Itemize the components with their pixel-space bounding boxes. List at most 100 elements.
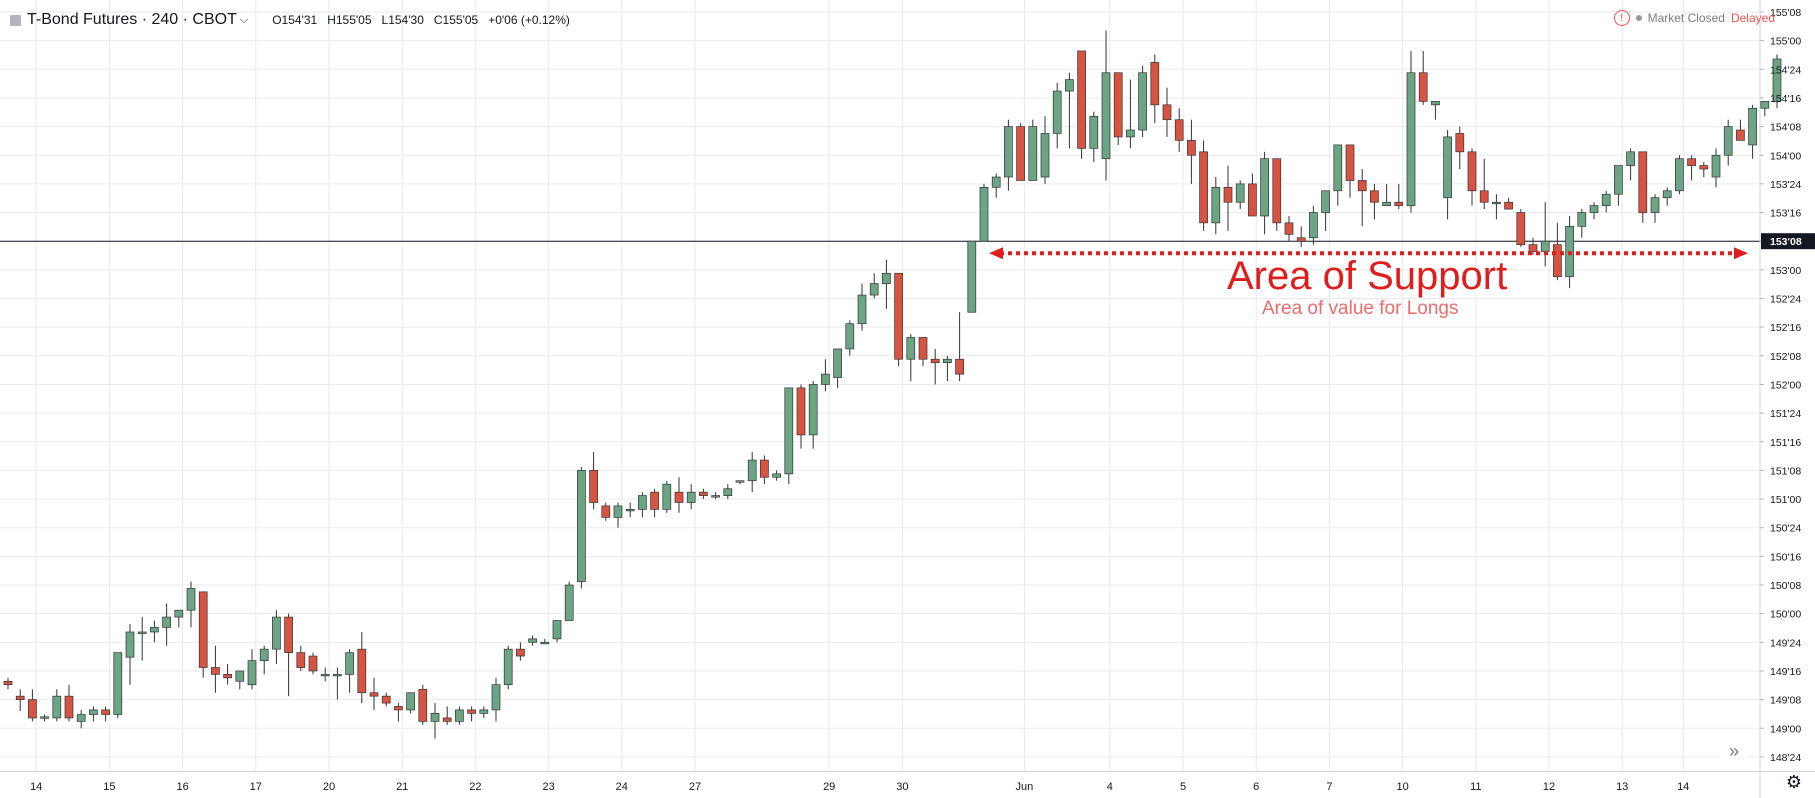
y-tick-label: 152'16 <box>1770 322 1801 334</box>
candle <box>1431 101 1440 120</box>
candle <box>137 617 147 661</box>
candle-body <box>1772 58 1782 102</box>
candle <box>589 452 598 510</box>
candle <box>845 320 855 356</box>
scroll-to-realtime-icon[interactable]: » <box>1719 736 1749 766</box>
candle <box>747 452 757 493</box>
x-tick-label: Jun <box>1016 781 1034 793</box>
candle-body <box>394 706 403 711</box>
candle-body <box>1309 212 1318 239</box>
candle-body <box>1760 101 1770 109</box>
candle <box>552 620 562 643</box>
candle-body <box>1736 129 1745 141</box>
candle-body <box>1101 72 1111 160</box>
candle-body <box>150 627 159 633</box>
candle-body <box>1516 212 1526 245</box>
candle-body <box>699 491 708 496</box>
candle-body <box>918 337 928 360</box>
candle <box>577 466 586 589</box>
candle-body <box>369 692 379 697</box>
symbol-title[interactable]: T-Bond Futures · 240 · CBOT <box>27 11 237 28</box>
candle-body <box>1357 180 1367 192</box>
candle-body <box>272 616 281 650</box>
candle-body <box>64 695 74 719</box>
chevron-down-icon[interactable]: ⌵ <box>239 13 249 26</box>
candle-body <box>857 294 867 325</box>
gear-icon[interactable]: ⚙ <box>1785 772 1803 792</box>
candle <box>1138 65 1147 137</box>
candle-body <box>1199 151 1208 224</box>
candle <box>1357 169 1367 227</box>
candle <box>162 603 171 646</box>
warning-icon[interactable]: ! <box>1613 10 1630 26</box>
candle-body <box>101 709 110 715</box>
candle-body <box>1284 222 1294 235</box>
candle-body <box>1650 197 1660 213</box>
y-tick-label: 153'16 <box>1770 208 1801 220</box>
candle-body <box>894 272 903 360</box>
candle <box>1614 165 1623 206</box>
candle-body <box>760 459 769 478</box>
candle <box>1418 50 1428 105</box>
candle-body <box>1577 212 1587 227</box>
market-status[interactable]: ! Market Closed Delayed <box>1613 10 1775 26</box>
change-value: +0'06 (+0.12%) <box>488 13 570 27</box>
candle <box>796 384 806 449</box>
candle <box>3 677 13 690</box>
y-tick-label: 151'16 <box>1770 437 1801 449</box>
candle <box>1052 83 1062 149</box>
x-tick-label: 13 <box>1616 781 1628 793</box>
candle <box>1040 116 1050 184</box>
x-tick-label: 30 <box>896 781 908 793</box>
candle-body <box>1479 190 1489 203</box>
candle-body <box>406 692 415 711</box>
candle <box>674 477 684 513</box>
candle-body <box>1065 79 1074 92</box>
price-axis[interactable]: 155'08 155'00 154'24 154'16 154'08 154'00 153'… <box>1759 0 1815 798</box>
time-axis[interactable]: 14 15 16 17 20 21 22 23 24 27 29 30 Jun 4 5 6 7 10 11 12 13 1… <box>0 771 1815 794</box>
candle-body <box>845 323 855 350</box>
candle <box>101 706 110 722</box>
x-tick-label: 17 <box>250 781 262 793</box>
candle-body <box>1614 165 1623 195</box>
collapse-icon[interactable] <box>10 14 21 26</box>
candle-body <box>991 176 1001 188</box>
annotation-title: Area of Support <box>1227 254 1508 298</box>
candle-body <box>540 641 550 645</box>
support-price-marker <box>1761 233 1815 250</box>
y-tick-label: 149'08 <box>1770 695 1801 707</box>
candle <box>1455 126 1465 170</box>
candle <box>1577 209 1587 238</box>
candle <box>1272 158 1282 231</box>
candle <box>491 677 501 722</box>
candle <box>1333 144 1343 206</box>
x-tick-label: 4 <box>1107 781 1113 793</box>
candle-body <box>1528 244 1538 252</box>
candle-body <box>162 616 171 628</box>
candle-body <box>1443 136 1452 199</box>
candle-body <box>491 684 501 711</box>
y-tick-label: 155'00 <box>1770 36 1801 48</box>
support-arrow <box>989 247 1748 260</box>
symbol-selector[interactable]: T-Bond Futures · 240 · CBOT ⌵ <box>10 11 248 29</box>
candle <box>930 348 940 385</box>
candle <box>357 631 367 704</box>
y-tick-label: 150'08 <box>1770 580 1801 592</box>
candle <box>882 259 891 309</box>
candle <box>1150 54 1160 124</box>
y-tick-label: 151'08 <box>1770 465 1801 477</box>
candle <box>1504 197 1513 210</box>
candle <box>760 455 769 485</box>
chart-header: T-Bond Futures · 240 · CBOT ⌵ O154'31 H1… <box>0 0 1760 40</box>
candle <box>1187 119 1196 184</box>
candle-body <box>1589 205 1599 213</box>
candle <box>1662 187 1672 206</box>
candle-body <box>15 695 25 700</box>
y-tick-label: 152'24 <box>1770 294 1801 306</box>
candle-body <box>735 480 745 483</box>
x-tick-label: 15 <box>103 781 115 793</box>
candle-body <box>479 709 489 714</box>
candle-body <box>1455 133 1465 153</box>
candle-body <box>1174 119 1184 141</box>
